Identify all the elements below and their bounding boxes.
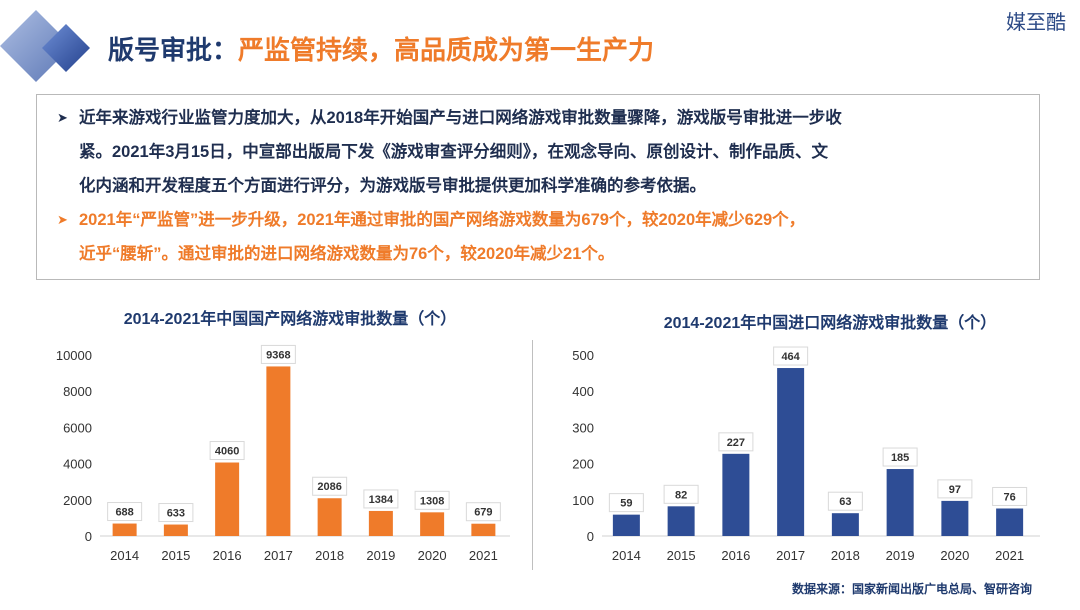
summary-box: ➤ 近年来游戏行业监管力度加大，从2018年开始国产与进口网络游戏审批数量骤降，…	[36, 94, 1040, 280]
data-label: 227	[727, 437, 745, 449]
bar	[215, 462, 240, 536]
brand-logo-text: 媒至酷	[1006, 10, 1066, 34]
y-tick-label: 10000	[56, 348, 92, 363]
x-tick-label: 2018	[315, 548, 344, 563]
data-label: 633	[167, 508, 185, 520]
x-tick-label: 2014	[612, 548, 641, 563]
data-label-box	[663, 484, 699, 504]
x-tick-label: 2020	[418, 548, 447, 563]
data-label-box	[718, 432, 754, 452]
x-tick-label: 2019	[366, 548, 395, 563]
y-tick-label: 300	[572, 420, 594, 435]
x-tick-label: 2021	[469, 548, 498, 563]
data-label-box	[414, 490, 450, 510]
x-tick-label: 2015	[161, 548, 190, 563]
data-label-box	[363, 489, 399, 509]
bar	[612, 514, 640, 536]
x-tick-label: 2015	[667, 548, 696, 563]
y-tick-label: 4000	[63, 457, 92, 472]
data-label: 1384	[369, 494, 394, 506]
data-label-box	[107, 502, 143, 522]
bullet-1-line-2: 紧。2021年3月15日，中宣部出版局下发《游戏审查评分细则》，在观念导向、原创…	[79, 143, 828, 161]
imported-games-chart: 2014-2021年中国进口网络游戏审批数量（个） 0 100 200 300 400 5…	[572, 313, 1040, 563]
bar	[777, 368, 805, 536]
bullet-1-line-1: 近年来游戏行业监管力度加大，从2018年开始国产与进口网络游戏审批数量骤降，游戏…	[79, 109, 842, 127]
bar	[667, 506, 695, 536]
data-label: 97	[949, 484, 961, 496]
chart-title: 2014-2021年中国国产网络游戏审批数量（个）	[124, 309, 457, 328]
x-tick-label: 2016	[213, 548, 242, 563]
data-label: 59	[620, 498, 632, 510]
data-label: 1308	[420, 495, 444, 507]
y-tick-label: 100	[572, 493, 594, 508]
data-label-box	[312, 476, 348, 496]
data-label-box	[827, 491, 863, 511]
data-label: 688	[115, 507, 133, 519]
bar	[471, 523, 496, 536]
data-label: 2086	[317, 481, 341, 493]
data-label-box	[937, 479, 973, 499]
data-label-box	[465, 502, 501, 522]
data-label-box	[882, 447, 918, 467]
y-tick-label: 200	[572, 457, 594, 472]
bar	[996, 508, 1024, 536]
data-source-note: 数据来源：国家新闻出版广电总局、智研咨询	[791, 582, 1032, 596]
x-tick-label: 2018	[831, 548, 860, 563]
y-tick-label: 0	[85, 529, 92, 544]
bullet-point-1: ➤ 近年来游戏行业监管力度加大，从2018年开始国产与进口网络游戏审批数量骤降，…	[53, 101, 1025, 203]
x-tick-label: 2019	[886, 548, 915, 563]
page-title-main: 版号审批：	[108, 35, 239, 65]
bar	[163, 524, 188, 536]
data-label-box	[209, 441, 245, 461]
x-tick-label: 2014	[110, 548, 139, 563]
data-label: 63	[839, 496, 851, 508]
data-label: 82	[675, 489, 687, 501]
data-label-box	[260, 344, 296, 364]
page-title-sub: 严监管持续，高品质成为第一生产力	[238, 35, 655, 65]
data-label-box	[992, 486, 1028, 506]
data-label: 76	[1004, 491, 1016, 503]
bullet-point-2: ➤ 2021年“严监管”进一步升级，2021年通过审批的国产网络游戏数量为679…	[53, 203, 1025, 271]
y-tick-label: 400	[572, 384, 594, 399]
bullet-1-line-3: 化内涵和开发程度五个方面进行评分，为游戏版号审批提供更加科学准确的参考依据。	[79, 177, 706, 195]
bullet-2-line-2: 近乎“腰斩”。通过审批的进口网络游戏数量为76个，较2020年减少21个。	[79, 245, 615, 263]
bar	[420, 512, 445, 536]
data-label-box	[773, 346, 809, 366]
data-label: 464	[781, 351, 800, 363]
page-title: 版号审批：严监管持续，高品质成为第一生产力	[108, 30, 654, 67]
bar	[368, 510, 393, 536]
x-tick-label: 2017	[264, 548, 293, 563]
x-tick-label: 2016	[721, 548, 750, 563]
y-tick-label: 2000	[63, 493, 92, 508]
y-tick-label: 6000	[63, 420, 92, 435]
data-label-box	[158, 503, 194, 523]
bar	[317, 498, 342, 536]
x-tick-label: 2021	[995, 548, 1024, 563]
chart-divider	[532, 340, 533, 570]
chart-title: 2014-2021年中国进口网络游戏审批数量（个）	[664, 313, 997, 332]
data-label: 679	[474, 507, 492, 519]
y-tick-label: 0	[587, 529, 594, 544]
bar	[266, 366, 291, 536]
data-label-box	[608, 493, 644, 513]
x-tick-label: 2017	[776, 548, 805, 563]
bar	[722, 453, 750, 536]
data-label: 185	[891, 452, 909, 464]
x-tick-label: 2020	[940, 548, 969, 563]
bullet-2-line-1: 2021年“严监管”进一步升级，2021年通过审批的国产网络游戏数量为679个，…	[79, 211, 806, 229]
y-tick-label: 8000	[63, 384, 92, 399]
bar	[886, 469, 914, 536]
y-tick-label: 500	[572, 348, 594, 363]
bar	[831, 513, 859, 536]
arrow-bullet-icon: ➤	[57, 110, 68, 125]
bar	[941, 500, 969, 536]
logo-diamond-icon	[0, 10, 90, 82]
domestic-games-chart: 2014-2021年中国国产网络游戏审批数量（个） 0 2000 4000 6000 8…	[56, 309, 510, 563]
bar	[112, 523, 137, 536]
arrow-bullet-icon: ➤	[57, 212, 68, 227]
data-label: 9368	[266, 349, 290, 361]
data-label: 4060	[215, 446, 239, 458]
